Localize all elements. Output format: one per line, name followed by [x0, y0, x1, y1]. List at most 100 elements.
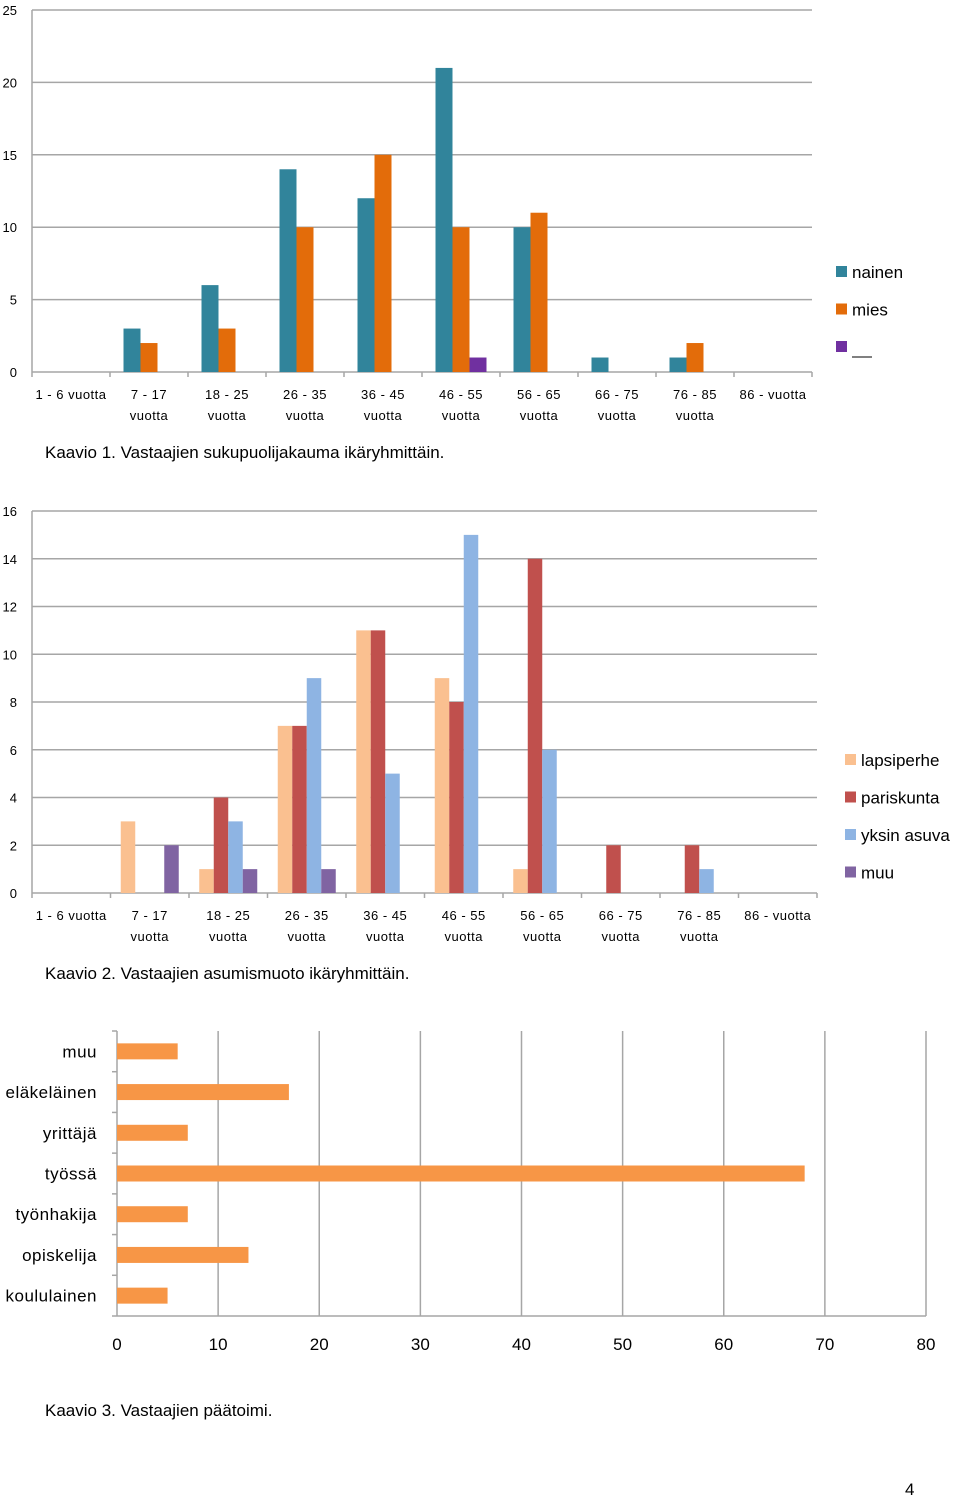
x-tick-label: 40 [512, 1335, 531, 1354]
bar [449, 702, 464, 893]
x-tick-label: 76 - 85 vuotta [673, 387, 717, 423]
x-tick-label: 86 - vuotta [740, 387, 807, 402]
legend-label: mies [852, 301, 888, 320]
bar [669, 357, 687, 372]
y-tick-label: 0 [10, 365, 17, 380]
x-tick-label-line: vuotta [366, 929, 405, 944]
bar [435, 67, 453, 373]
y-tick-label: opiskelija [22, 1246, 97, 1265]
y-tick-label: koululainen [5, 1287, 97, 1306]
bar [117, 1246, 249, 1263]
x-tick-label: 0 [112, 1335, 121, 1354]
x-tick-label-line: 86 - vuotta [744, 908, 811, 923]
bar [117, 1165, 805, 1182]
x-tick-label: 18 - 25 vuotta [205, 387, 249, 423]
bar [140, 343, 158, 372]
x-tick-label: 18 - 25 vuotta [206, 908, 250, 944]
x-tick-label: 60 [714, 1335, 733, 1354]
bar [123, 328, 141, 372]
bar [279, 169, 297, 372]
bar [684, 845, 700, 893]
x-tick-label-line: vuotta [130, 408, 169, 423]
y-tick-label: 0 [10, 886, 17, 901]
x-tick-label: 20 [310, 1335, 329, 1354]
y-tick-label: 5 [10, 293, 17, 308]
y-tick-label: 8 [10, 695, 17, 710]
y-tick-label: 10 [3, 647, 17, 662]
caption-chart-2: Kaavio 2. Vastaajien asumismuoto ikäryhm… [45, 964, 410, 983]
bar [201, 285, 219, 372]
legend-swatch [836, 266, 847, 277]
bar [591, 357, 609, 372]
x-tick-label-line: vuotta [364, 408, 403, 423]
x-tick-label: 80 [917, 1335, 936, 1354]
y-tick-label: 25 [3, 3, 17, 18]
x-tick-label-line: 66 - 75 [595, 387, 639, 402]
x-tick-label-line: vuotta [208, 408, 247, 423]
x-tick-label: 86 - vuotta [744, 908, 811, 923]
bar [452, 227, 470, 372]
x-tick-label: 76 - 85 vuotta [677, 908, 721, 944]
x-tick-label: 46 - 55 vuotta [439, 387, 483, 423]
y-tick-label: eläkeläinen [5, 1083, 97, 1102]
x-tick-label: 70 [815, 1335, 834, 1354]
y-tick-label: 14 [3, 552, 17, 567]
legend-swatch [845, 791, 856, 803]
bar [606, 845, 621, 893]
bar [699, 869, 714, 893]
x-tick-label-line: 56 - 65 [517, 387, 561, 402]
x-tick-label-line: vuotta [286, 408, 325, 423]
x-tick-label-line: 18 - 25 [206, 908, 250, 923]
bar [527, 558, 543, 893]
y-tick-label: työssä [45, 1165, 97, 1184]
bar [513, 227, 531, 372]
x-tick-label-line: 76 - 85 [673, 387, 717, 402]
x-tick-label-line: 26 - 35 [283, 387, 327, 402]
x-tick-label-line: 86 - vuotta [740, 387, 807, 402]
bar [463, 534, 479, 893]
y-tick-label: 20 [3, 75, 17, 90]
x-tick-label-line: 1 - 6 vuotta [36, 908, 107, 923]
bar [117, 1206, 188, 1223]
bar [117, 1124, 188, 1141]
x-tick-label: 30 [411, 1335, 430, 1354]
x-tick-label-line: vuotta [680, 929, 719, 944]
legend-swatch [836, 303, 847, 315]
caption-chart-1: Kaavio 1. Vastaajien sukupuolijakauma ik… [45, 443, 445, 462]
x-tick-label: 1 - 6 vuotta [36, 908, 107, 923]
legend-label: lapsiperhe [861, 751, 939, 770]
x-tick-label-line: vuotta [676, 408, 715, 423]
x-tick-label-line: 7 - 17 [131, 387, 167, 402]
x-tick-label: 26 - 35 vuotta [283, 387, 327, 423]
bar [542, 749, 557, 893]
y-tick-label: 12 [3, 600, 17, 615]
y-tick-label: 4 [10, 791, 17, 806]
y-tick-label: muu [62, 1042, 97, 1061]
x-tick-label: 66 - 75 vuotta [599, 908, 643, 944]
bar [296, 227, 314, 372]
bar [370, 630, 386, 893]
y-tick-label: yrittäjä [43, 1124, 97, 1143]
bar [213, 797, 229, 893]
y-tick-label: 10 [3, 220, 17, 235]
bar [277, 725, 293, 893]
bar [292, 725, 307, 893]
legend-label: pariskunta [861, 789, 940, 808]
x-tick-label-line: 18 - 25 [205, 387, 249, 402]
x-tick-label: 56 - 65 vuotta [517, 387, 561, 423]
y-tick-label: työnhakija [15, 1205, 97, 1224]
legend-swatch [845, 754, 856, 765]
page-number: 4 [905, 1480, 915, 1499]
bar [686, 343, 704, 372]
x-tick-label-line: vuotta [520, 408, 559, 423]
x-tick-label-line: 26 - 35 [285, 908, 329, 923]
bar [218, 328, 236, 372]
bar [117, 1084, 289, 1101]
bar [434, 678, 450, 893]
bar [469, 357, 487, 372]
x-tick-label-line: 56 - 65 [520, 908, 564, 923]
bar [242, 869, 258, 893]
x-tick-label: 10 [209, 1335, 228, 1354]
